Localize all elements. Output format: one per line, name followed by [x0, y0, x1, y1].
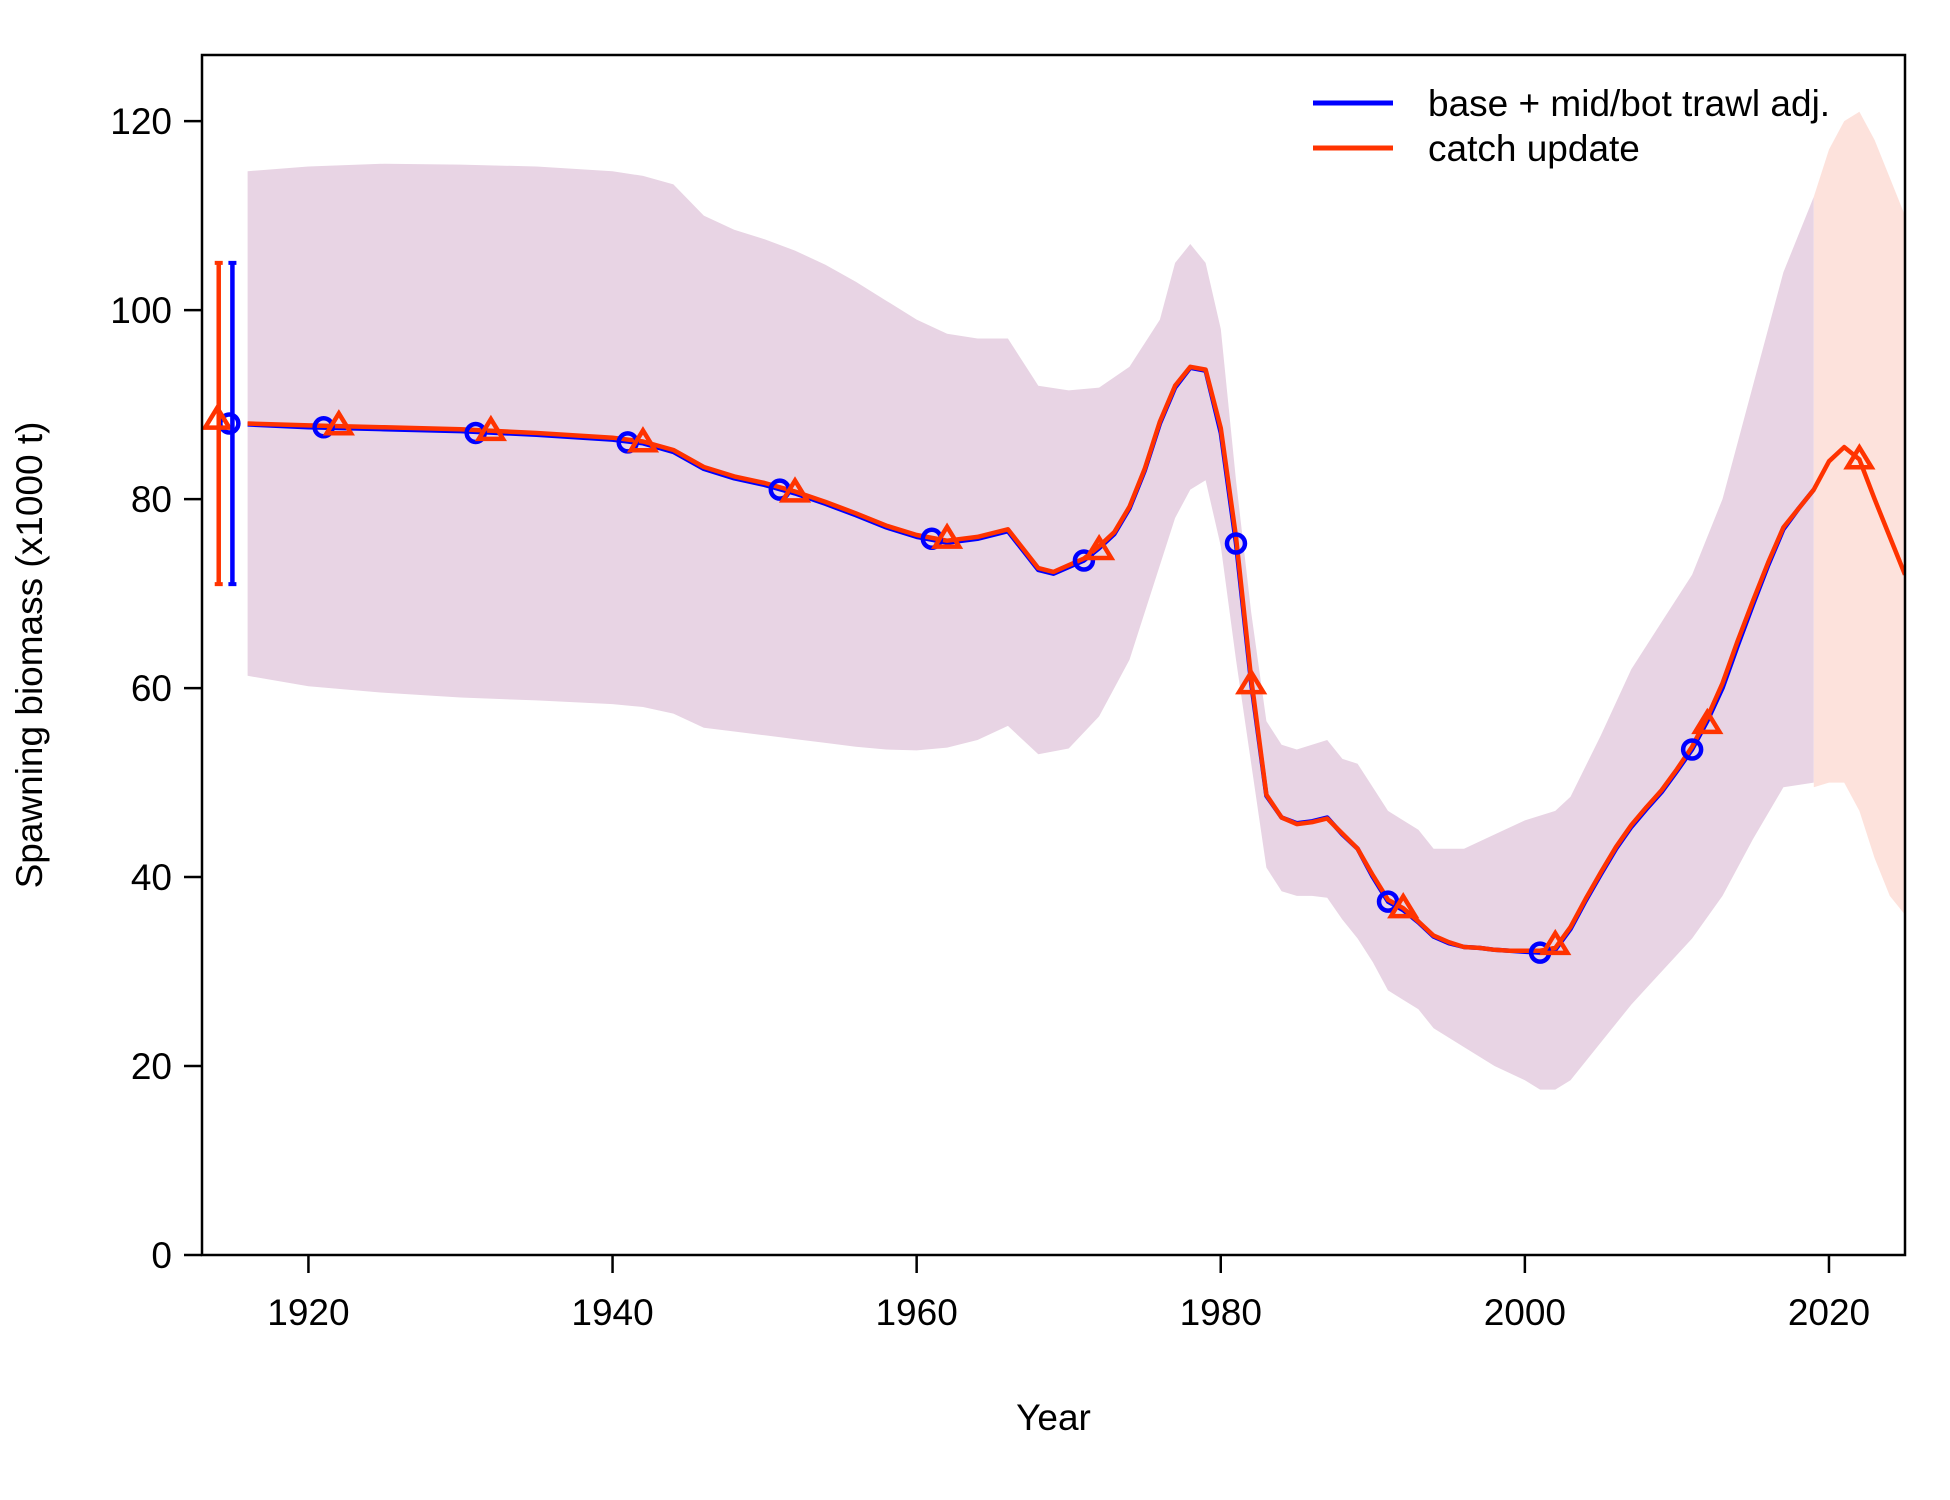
- series-markers: [201, 403, 1876, 964]
- uncertainty-band-historical: [247, 163, 1814, 1090]
- x-tick-label: 1940: [571, 1292, 653, 1333]
- y-tick-label: 60: [131, 668, 172, 709]
- x-tick-label: 2020: [1788, 1292, 1870, 1333]
- series-0-circle-marker: [1376, 890, 1400, 913]
- series-0-circle-marker: [1224, 532, 1248, 555]
- initial-intervals: [214, 260, 237, 587]
- y-tick-label: 80: [131, 479, 172, 520]
- x-axis-title: Year: [1016, 1397, 1091, 1438]
- series-lines: [247, 364, 1905, 955]
- series-1-triangle-marker: [1691, 707, 1724, 735]
- x-tick-label: 1960: [875, 1292, 957, 1333]
- series-1-triangle-marker: [1083, 533, 1116, 561]
- series-1-triangle-marker: [474, 414, 508, 442]
- y-axis-title: Spawning biomass (x1000 t): [9, 422, 50, 889]
- uncertainty-bands: [247, 111, 1905, 1090]
- series-1-triangle-marker: [1539, 928, 1572, 956]
- x-tick-label: 2000: [1484, 1292, 1566, 1333]
- legend: base + mid/bot trawl adj.catch update: [1313, 83, 1830, 169]
- series-1-triangle-marker: [626, 426, 660, 453]
- uncertainty-band-projection: [1813, 111, 1905, 915]
- x-axis: 1920 1940 1960 1980 2000 2020: [267, 1255, 1870, 1333]
- plot-frame: [200, 53, 1907, 1257]
- series-1-triangle-marker: [1387, 891, 1420, 919]
- series-1-triangle-marker: [1235, 668, 1268, 695]
- y-tick-label: 20: [131, 1046, 172, 1087]
- x-tick-label: 1980: [1180, 1292, 1262, 1333]
- series-1-triangle-marker: [930, 522, 964, 549]
- series-0-circle-marker: [1072, 549, 1096, 572]
- series-0-circle-marker: [1680, 738, 1704, 761]
- legend-label-0: base + mid/bot trawl adj.: [1428, 83, 1830, 124]
- legend-label-1: catch update: [1428, 128, 1640, 169]
- y-tick-label: 0: [151, 1235, 172, 1276]
- series-1-triangle-marker: [778, 476, 812, 503]
- series-1-triangle-marker: [322, 409, 355, 436]
- y-axis: 0 20 40 60 80 100 120: [110, 101, 202, 1276]
- x-tick-label: 1920: [267, 1292, 349, 1333]
- series-line-1: [247, 364, 1905, 953]
- y-tick-label: 40: [131, 857, 172, 898]
- series-1-triangle-marker: [1843, 443, 1876, 470]
- y-tick-label: 100: [110, 290, 172, 331]
- y-tick-label: 120: [110, 101, 172, 142]
